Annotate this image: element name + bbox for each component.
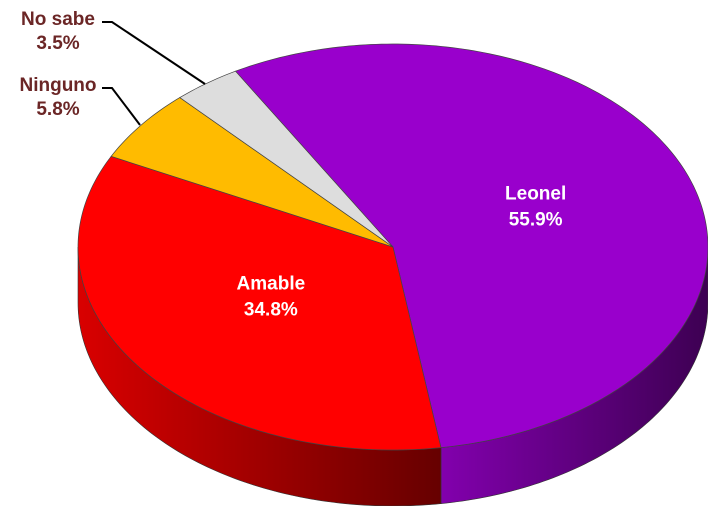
slice-value: 34.8% [244,299,298,320]
slice-label: Amable [237,273,306,294]
slice-label: Leonel [505,184,566,205]
leader-line [102,87,141,126]
pie-slice [179,70,394,248]
pie-slice [234,43,708,449]
leader-line [102,21,206,85]
pie-slice [77,155,442,451]
slice-value: 5.8% [36,99,79,120]
slice-label: Ninguno [19,75,96,96]
slice-value: 55.9% [509,210,563,231]
pie-slice [110,97,394,248]
slice-label: No sabe [21,9,95,30]
slice-value: 3.5% [36,33,79,54]
